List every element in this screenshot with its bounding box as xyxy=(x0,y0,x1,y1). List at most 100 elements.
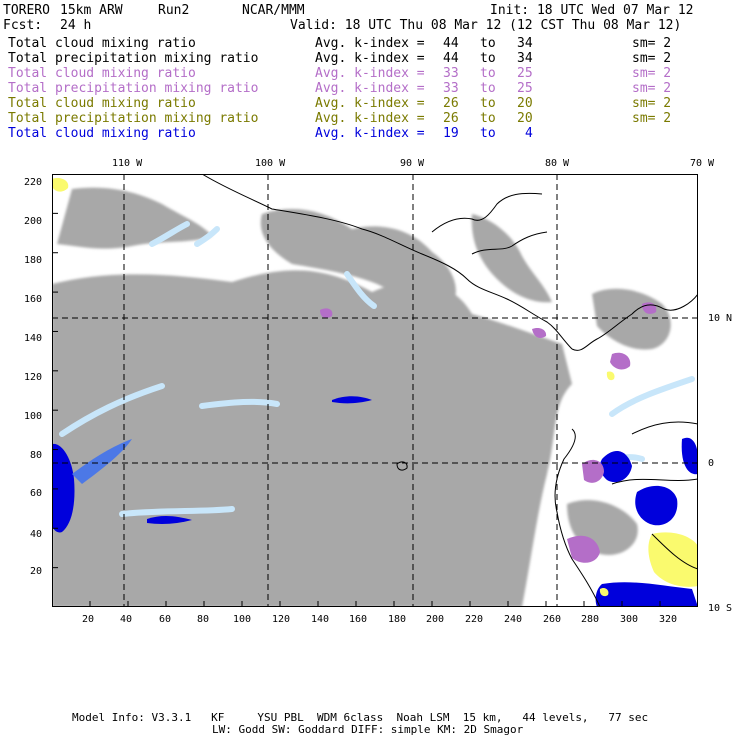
yellow-patch xyxy=(606,371,615,381)
x-tick-label: 220 xyxy=(465,614,484,625)
init-time: Init: 18 UTC Wed 07 Mar 12 xyxy=(490,3,694,18)
legend-smoothing: sm= 2 xyxy=(632,81,672,96)
x-tick-label: 160 xyxy=(349,614,368,625)
deep-blue-streak xyxy=(332,396,372,404)
deep-blue-cloud-field xyxy=(52,396,698,607)
country-border xyxy=(631,421,698,435)
legend-from: 33 xyxy=(443,66,459,81)
yellow-patch xyxy=(52,178,69,192)
coastline xyxy=(554,428,601,607)
x-tick-label: 280 xyxy=(581,614,600,625)
y-tick-label: 80 xyxy=(30,450,43,461)
x-tick-label: 180 xyxy=(388,614,407,625)
lon-label: 70 W xyxy=(690,158,715,169)
legend-row: Total cloud mixing ratio Avg. k-index = … xyxy=(8,66,671,186)
x-tick-label: 320 xyxy=(659,614,678,625)
x-tick-label: 300 xyxy=(620,614,639,625)
gray-cloud-region xyxy=(260,209,456,304)
y-tick-label: 140 xyxy=(24,333,43,344)
purple-patch xyxy=(532,327,547,338)
legend-to-label: to xyxy=(480,51,496,66)
light-blue-streak xyxy=(149,221,190,247)
lon-label: 80 W xyxy=(545,158,570,169)
mid-blue-streak xyxy=(72,439,132,484)
country-border xyxy=(651,533,698,570)
light-blue-streak xyxy=(194,226,220,247)
y-tick-label: 60 xyxy=(30,488,43,499)
legend-to-label: to xyxy=(480,111,496,126)
coastlines xyxy=(201,174,698,607)
legend-field: Total precipitation mixing ratio xyxy=(8,81,259,96)
legend-kindex: Avg. k-index = xyxy=(315,111,425,126)
purple-patch xyxy=(567,535,600,563)
lon-label: 110 W xyxy=(112,158,143,169)
legend-row: Total precipitation mixing ratio Avg. k-… xyxy=(8,51,671,171)
legend-row: Total cloud mixing ratio Avg. k-index = … xyxy=(8,36,671,156)
light-blue-streak xyxy=(609,376,695,417)
light-blue-streak xyxy=(119,506,235,517)
y-tick-label: 20 xyxy=(30,566,43,577)
lat-lon-grid xyxy=(52,174,698,607)
legend-kindex: Avg. k-index = xyxy=(315,36,425,51)
legend-field: Total cloud mixing ratio xyxy=(8,36,196,51)
coastline xyxy=(571,293,698,351)
legend-to: 34 xyxy=(517,51,533,66)
coastline xyxy=(431,192,543,233)
x-tick-label: 120 xyxy=(272,614,291,625)
legend-to: 20 xyxy=(517,111,533,126)
y-tick-label: 200 xyxy=(24,216,43,227)
legend-to: 25 xyxy=(517,81,533,96)
lon-label: 90 W xyxy=(400,158,425,169)
lat-label: 0 xyxy=(708,458,715,469)
legend-smoothing: sm= 2 xyxy=(632,111,672,126)
x-tick-label: 260 xyxy=(543,614,562,625)
run-description: 15km ARW xyxy=(60,3,123,18)
legend-smoothing: sm= 2 xyxy=(632,66,672,81)
legend-from: 19 xyxy=(443,126,459,141)
forecast-value: 24 h xyxy=(60,18,92,33)
legend-to-label: to xyxy=(480,36,496,51)
x-tick-label: 80 xyxy=(197,614,210,625)
island xyxy=(396,461,408,471)
legend-to: 25 xyxy=(517,66,533,81)
x-tick-label: 60 xyxy=(159,614,172,625)
legend-kindex: Avg. k-index = xyxy=(315,81,425,96)
y-tick-label: 180 xyxy=(24,255,43,266)
legend-from: 44 xyxy=(443,36,459,51)
x-tick-label: 140 xyxy=(311,614,330,625)
organization: NCAR/MMM xyxy=(242,3,305,18)
gray-cloud-region xyxy=(351,329,425,379)
legend-row: Total cloud mixing ratio Avg. k-index = … xyxy=(8,96,671,216)
yellow-patch xyxy=(648,532,698,587)
map-frame xyxy=(52,174,698,607)
legend-to: 4 xyxy=(525,126,533,141)
deep-blue-region xyxy=(681,437,698,475)
legend-to-label: to xyxy=(480,81,496,96)
gray-cloud-region xyxy=(471,214,552,303)
coastline xyxy=(201,174,573,350)
legend-kindex: Avg. k-index = xyxy=(315,96,425,111)
legend-row: Total precipitation mixing ratio Avg. k-… xyxy=(8,111,671,231)
lon-label: 100 W xyxy=(255,158,286,169)
yellow-patch xyxy=(599,587,609,597)
purple-patch xyxy=(610,352,631,370)
y-tick-label: 160 xyxy=(24,294,43,305)
legend-field: Total cloud mixing ratio xyxy=(8,126,196,141)
yellow-cloud-field xyxy=(52,178,698,597)
y-tick-label: 40 xyxy=(30,529,43,540)
gray-cloud-region xyxy=(52,270,572,607)
lat-label: 10 N xyxy=(708,313,733,324)
light-blue-streak xyxy=(59,383,165,437)
legend-field: Total cloud mixing ratio xyxy=(8,66,196,81)
legend-to: 34 xyxy=(517,36,533,51)
legend-from: 33 xyxy=(443,81,459,96)
model-name: TORERO xyxy=(3,3,50,18)
y-tick-label: 120 xyxy=(24,372,43,383)
light-blue-streak xyxy=(344,271,377,309)
forecast-map xyxy=(52,174,698,607)
y-tick-label: 100 xyxy=(24,411,43,422)
legend-kindex: Avg. k-index = xyxy=(315,126,425,141)
legend-from: 26 xyxy=(443,111,459,126)
x-tick-label: 240 xyxy=(504,614,523,625)
legend-smoothing: sm= 2 xyxy=(632,51,672,66)
